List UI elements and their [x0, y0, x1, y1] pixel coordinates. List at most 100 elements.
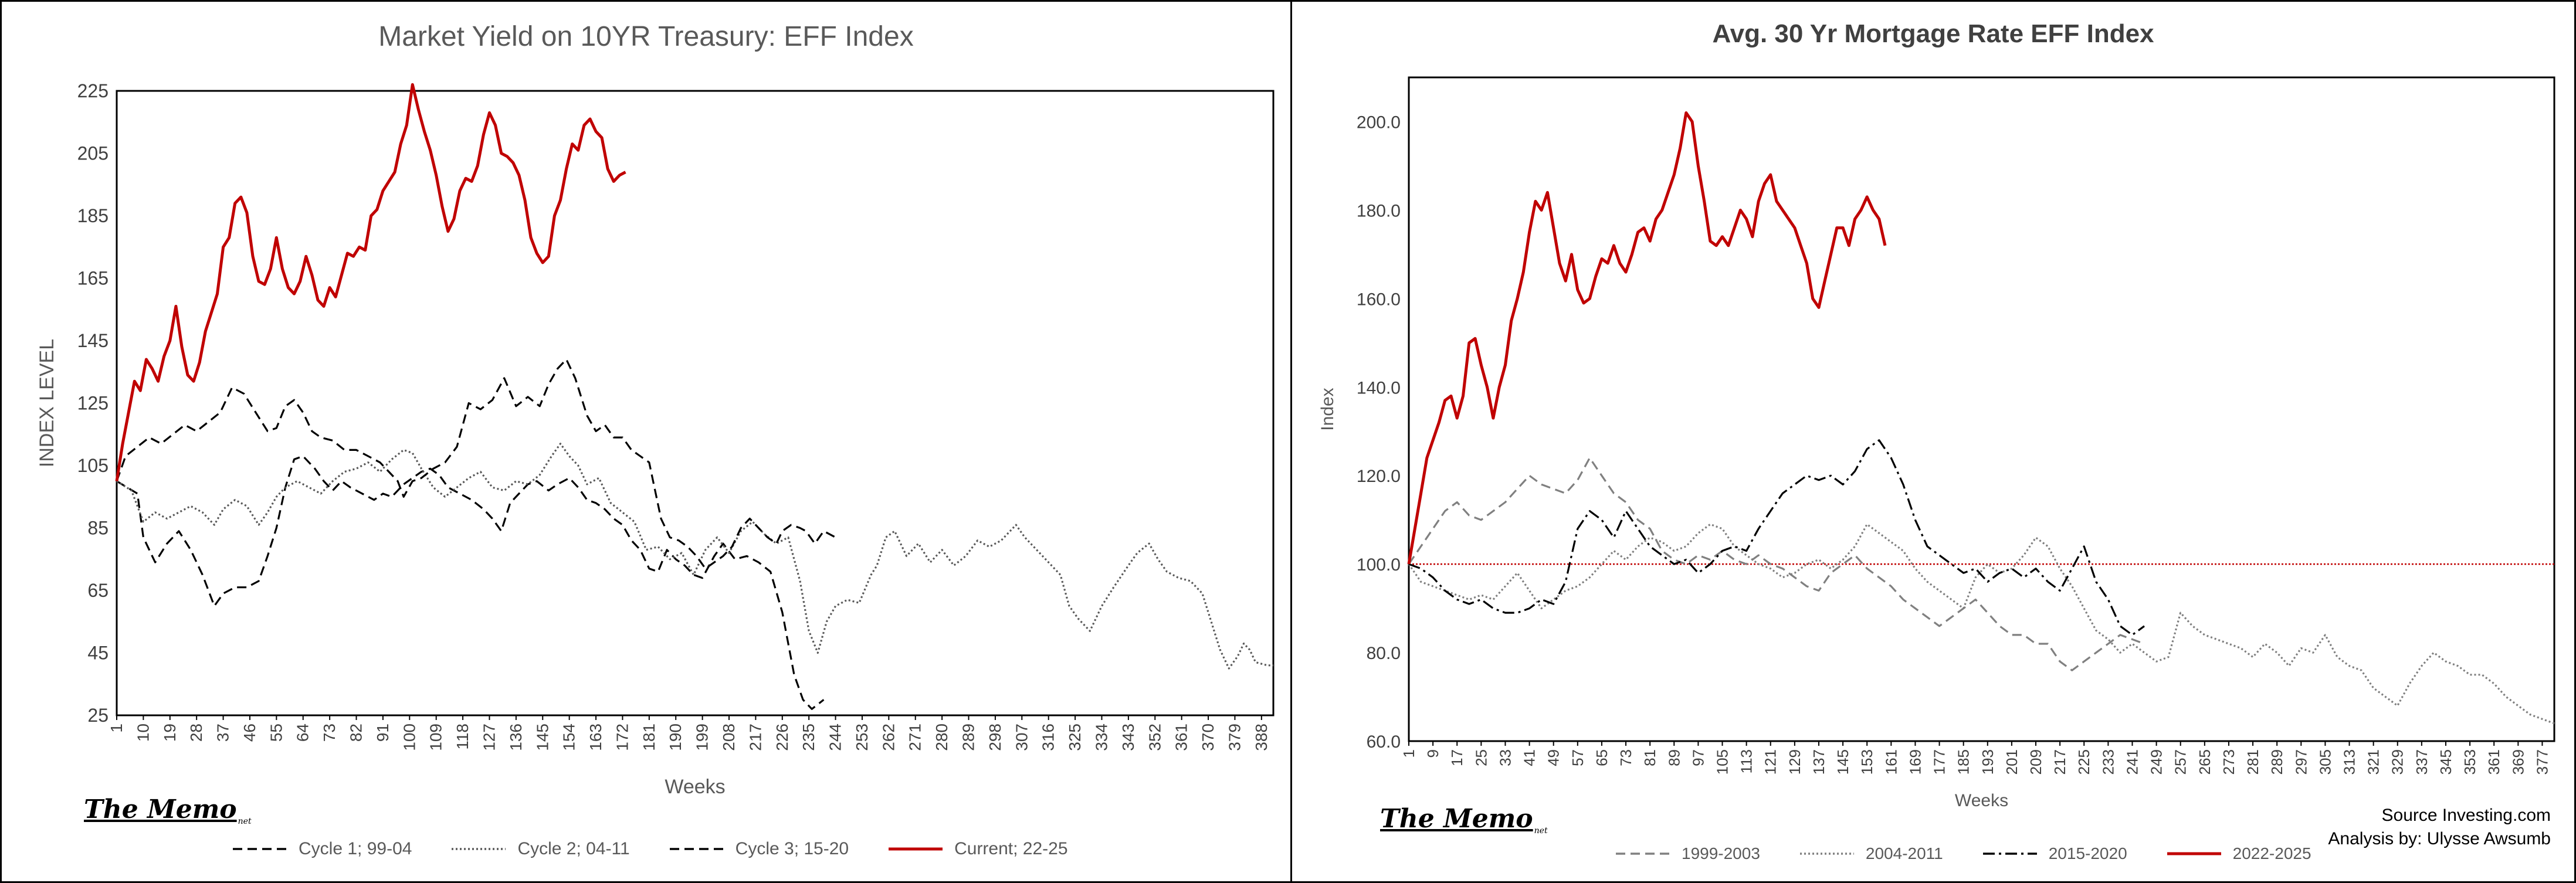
x-tick-label: 17: [1448, 749, 1466, 766]
series-line-1: [116, 455, 825, 710]
x-tick-label: 19: [161, 724, 179, 742]
x-tick-label: 137: [1810, 749, 1828, 775]
x-tick-label: 177: [1931, 749, 1948, 775]
y-tick-label: 45: [87, 643, 109, 664]
x-tick-label: 172: [613, 724, 631, 751]
chart-legend: 1999-2003 2004-2011 2015-2020 2022-2025: [1615, 844, 2350, 863]
x-tick-label: 209: [2027, 749, 2045, 775]
x-tick-label: 1: [107, 724, 126, 733]
x-tick-label: 244: [826, 724, 845, 751]
x-tick-label: 289: [2268, 749, 2286, 775]
series-line-1: [1408, 457, 2145, 671]
x-tick-label: 321: [2365, 749, 2382, 775]
legend-label: 2004-2011: [1865, 844, 1943, 862]
x-tick-label: 100: [400, 724, 418, 751]
x-tick-label: 345: [2437, 749, 2455, 775]
y-tick-label: 180.0: [1357, 201, 1401, 220]
x-tick-label: 377: [2533, 749, 2551, 775]
legend-label: 2022-2025: [2232, 844, 2311, 862]
x-tick-label: 57: [1569, 749, 1587, 766]
x-tick-label: 361: [1172, 724, 1191, 751]
legend-item: 2004-2011: [1799, 844, 1943, 863]
chart-title: Avg. 30 Yr Mortgage Rate EFF Index: [1712, 19, 2154, 48]
legend-swatch: [233, 848, 287, 850]
x-tick-label: 226: [773, 724, 791, 751]
x-tick-label: 235: [799, 724, 818, 751]
x-tick-label: 193: [1979, 749, 1997, 775]
treasury-chart-svg: 25 45 65 85 105 125 145 165 185 205 225 1 10 19 28 37 46…: [36, 80, 1275, 798]
x-tick-label: 361: [2485, 749, 2503, 775]
x-tick-label: 113: [1738, 749, 1755, 773]
series-line-4: [1407, 111, 1887, 565]
x-tick-label: 334: [1092, 724, 1110, 751]
plot-area-frame: [1408, 76, 2555, 742]
legend-label: 1999-2003: [1682, 844, 1760, 862]
legend-item: Cycle 2; 04-11: [450, 839, 630, 859]
right-chart-panel: Avg. 30 Yr Mortgage Rate EFF Index 60.0 8…: [1290, 0, 2576, 883]
x-tick-label: 201: [2003, 749, 2021, 775]
y-tick-label: 60.0: [1367, 732, 1401, 752]
x-tick-label: 343: [1119, 724, 1137, 751]
x-axis-label: Weeks: [1955, 791, 2008, 810]
y-tick-label: 120.0: [1357, 467, 1401, 486]
y-tick-label: 25: [87, 705, 109, 726]
x-tick-label: 81: [1641, 749, 1659, 766]
x-tick-label: 41: [1521, 749, 1538, 766]
legend-swatch: [1982, 853, 2037, 855]
x-tick-label: 185: [1955, 749, 1972, 775]
x-tick-label: 89: [1665, 749, 1683, 766]
legend-label: 2015-2020: [2048, 844, 2127, 862]
legend-label: Cycle 1; 99-04: [299, 839, 412, 858]
x-tick-label: 9: [1424, 749, 1442, 758]
y-tick-label: 160.0: [1357, 290, 1401, 309]
legend-label: Current; 22-25: [954, 839, 1068, 858]
x-tick-label: 265: [2196, 749, 2214, 775]
y-tick-label: 65: [87, 580, 109, 601]
chart-legend: Cycle 1; 99-04 Cycle 2; 04-11 Cycle 3; 15-…: [232, 839, 1107, 859]
credits: Source Investing.com Analysis by: Ulysse…: [2328, 804, 2551, 851]
x-tick-label: 280: [933, 724, 951, 751]
x-tick-label: 217: [746, 724, 764, 751]
x-tick-label: 33: [1496, 749, 1514, 766]
x-tick-label: 64: [294, 724, 312, 742]
x-tick-label: 10: [134, 724, 152, 742]
x-tick-label: 97: [1689, 749, 1707, 766]
x-tick-label: 49: [1545, 749, 1562, 766]
x-tick-label: 297: [2292, 749, 2310, 775]
x-tick-label: 271: [906, 724, 924, 751]
legend-label: Cycle 2; 04-11: [517, 839, 630, 858]
source-credit: Source Investing.com: [2381, 806, 2551, 825]
x-tick-label: 369: [2509, 749, 2527, 775]
x-tick-label: 55: [267, 724, 285, 742]
x-tick-label: 154: [560, 724, 578, 751]
x-tick-label: 46: [240, 724, 259, 742]
x-tick-label: 370: [1199, 724, 1217, 751]
x-tick-label: 233: [2099, 749, 2117, 775]
legend-swatch: [2167, 852, 2221, 855]
y-tick-label: 100.0: [1357, 555, 1401, 575]
legend-swatch: [669, 848, 724, 850]
series-line-3: [116, 358, 836, 570]
x-tick-label: 352: [1145, 724, 1164, 751]
x-tick-label: 129: [1786, 749, 1804, 775]
legend-swatch: [889, 847, 943, 851]
x-tick-label: 136: [507, 724, 525, 751]
legend-swatch: [1616, 853, 1670, 855]
legend-swatch: [1799, 853, 1854, 855]
x-tick-label: 91: [374, 724, 392, 742]
x-tick-label: 1: [1400, 749, 1418, 758]
x-tick-label: 217: [2051, 749, 2069, 775]
y-tick-label: 185: [77, 205, 109, 226]
y-tick-label: 140.0: [1357, 378, 1401, 398]
series-line-2: [1408, 523, 2555, 725]
x-tick-label: 262: [879, 724, 897, 751]
x-tick-label: 145: [1834, 749, 1852, 775]
legend-swatch: [452, 848, 506, 850]
x-tick-label: 305: [2316, 749, 2334, 775]
brand-logo: The Memo net: [84, 794, 252, 826]
x-tick-label: 289: [960, 724, 978, 751]
plot-area-frame: [116, 90, 1275, 716]
series-line-4: [115, 83, 626, 481]
x-tick-label: 273: [2220, 749, 2238, 775]
x-tick-label: 190: [666, 724, 684, 751]
